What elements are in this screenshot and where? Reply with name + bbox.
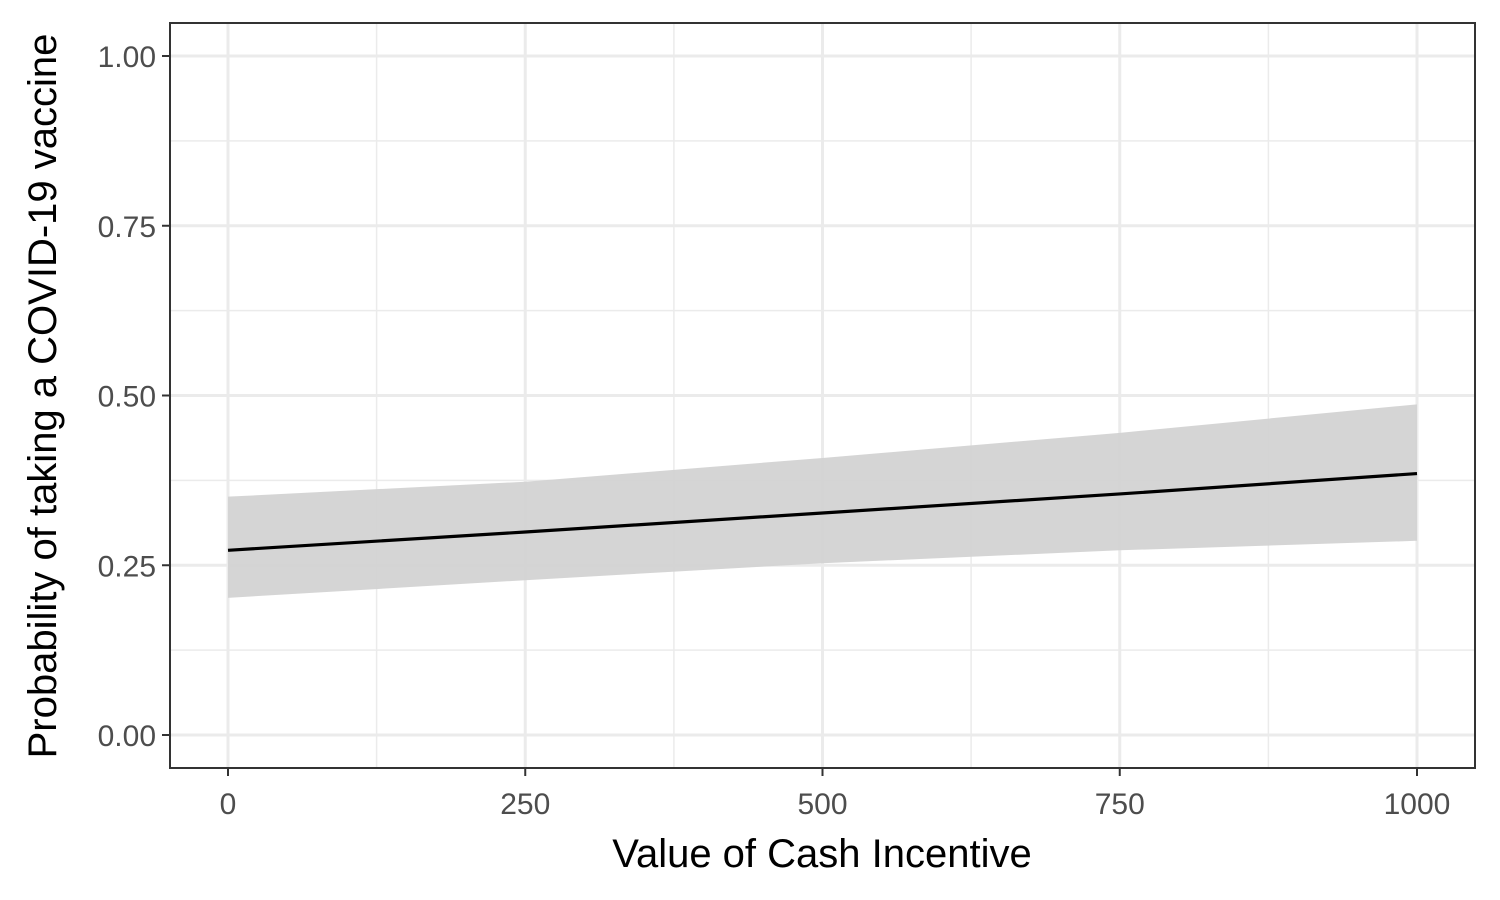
y-axis-title: Probability of taking a COVID-19 vaccine: [21, 34, 65, 759]
confidence-band: [228, 404, 1417, 598]
y-tick-label: 0.00: [98, 720, 156, 753]
fitted-line: [227, 471, 1418, 552]
confidence-ribbon-layer: [228, 404, 1417, 598]
y-tick-label: 0.75: [98, 211, 156, 244]
x-axis-title: Value of Cash Incentive: [612, 832, 1032, 876]
major-gridlines: [170, 23, 1475, 768]
x-tick-label: 1000: [1384, 788, 1451, 821]
fitted-line-layer: [227, 471, 1418, 552]
y-tick-label: 0.50: [98, 381, 156, 414]
x-tick-label: 250: [500, 788, 550, 821]
y-tick-label: 1.00: [98, 41, 156, 74]
x-axis-ticks: 0 250 500 750 1000: [220, 768, 1451, 821]
x-tick-label: 0: [220, 788, 237, 821]
x-tick-label: 750: [1095, 788, 1145, 821]
y-axis-ticks: 0.00 0.25 0.50 0.75 1.00: [98, 41, 170, 753]
x-tick-label: 500: [797, 788, 847, 821]
y-tick-label: 0.25: [98, 550, 156, 583]
